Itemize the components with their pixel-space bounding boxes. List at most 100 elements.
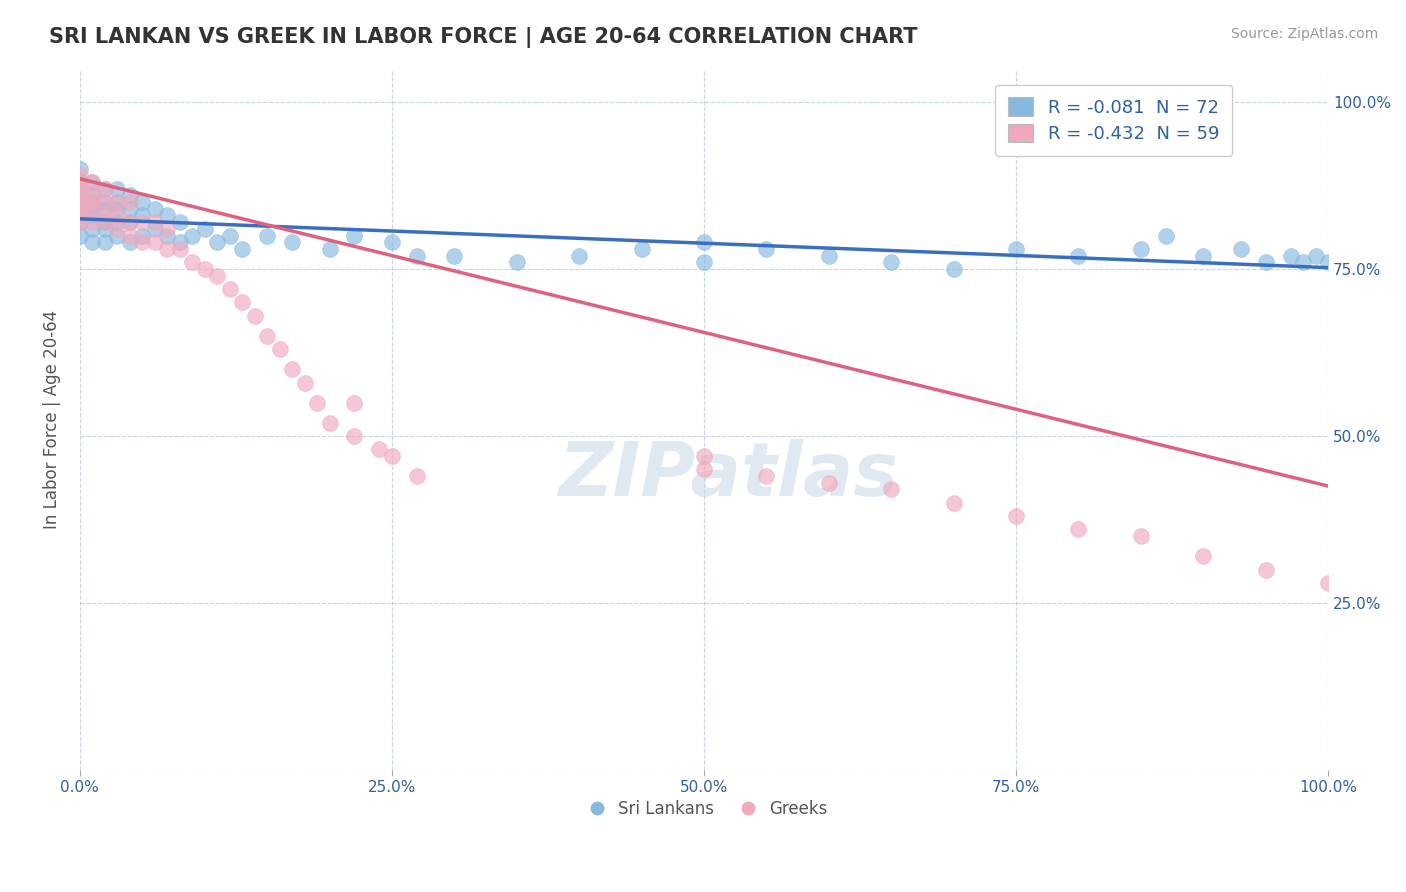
Point	[131, 209, 153, 223]
Point	[69, 175, 91, 189]
Point	[69, 169, 91, 183]
Point	[1254, 563, 1277, 577]
Point	[82, 222, 104, 236]
Point	[343, 395, 366, 409]
Point	[94, 209, 117, 223]
Point	[218, 228, 240, 243]
Point	[942, 262, 965, 277]
Point	[942, 496, 965, 510]
Point	[105, 209, 128, 223]
Point	[118, 188, 141, 202]
Point	[94, 195, 117, 210]
Point	[94, 182, 117, 196]
Point	[94, 235, 117, 250]
Point	[630, 242, 652, 256]
Point	[94, 215, 117, 229]
Point	[1305, 249, 1327, 263]
Legend: Sri Lankans, Greeks: Sri Lankans, Greeks	[574, 794, 835, 825]
Point	[205, 235, 228, 250]
Point	[82, 209, 104, 223]
Point	[143, 222, 166, 236]
Point	[693, 462, 716, 476]
Point	[131, 228, 153, 243]
Point	[105, 215, 128, 229]
Text: SRI LANKAN VS GREEK IN LABOR FORCE | AGE 20-64 CORRELATION CHART: SRI LANKAN VS GREEK IN LABOR FORCE | AGE…	[49, 27, 918, 48]
Point	[305, 395, 328, 409]
Point	[1129, 242, 1152, 256]
Point	[94, 215, 117, 229]
Point	[94, 195, 117, 210]
Text: ZIPatlas: ZIPatlas	[560, 439, 898, 512]
Point	[318, 416, 340, 430]
Point	[343, 429, 366, 443]
Point	[1317, 255, 1340, 269]
Point	[69, 175, 91, 189]
Point	[82, 195, 104, 210]
Point	[1292, 255, 1315, 269]
Point	[817, 475, 839, 490]
Point	[169, 235, 191, 250]
Point	[82, 215, 104, 229]
Point	[281, 235, 304, 250]
Point	[243, 309, 266, 323]
Point	[880, 483, 903, 497]
Point	[94, 222, 117, 236]
Point	[69, 161, 91, 176]
Point	[69, 195, 91, 210]
Point	[94, 182, 117, 196]
Point	[755, 469, 778, 483]
Text: Source: ZipAtlas.com: Source: ZipAtlas.com	[1230, 27, 1378, 41]
Point	[1129, 529, 1152, 543]
Point	[118, 202, 141, 216]
Point	[69, 188, 91, 202]
Point	[82, 175, 104, 189]
Point	[693, 255, 716, 269]
Point	[568, 249, 591, 263]
Point	[256, 228, 278, 243]
Point	[82, 195, 104, 210]
Point	[143, 235, 166, 250]
Point	[443, 249, 465, 263]
Point	[69, 195, 91, 210]
Point	[105, 228, 128, 243]
Point	[817, 249, 839, 263]
Point	[82, 202, 104, 216]
Point	[131, 235, 153, 250]
Point	[181, 255, 204, 269]
Point	[1005, 242, 1028, 256]
Point	[368, 442, 391, 457]
Point	[1254, 255, 1277, 269]
Point	[69, 202, 91, 216]
Point	[231, 295, 253, 310]
Point	[1192, 549, 1215, 564]
Point	[82, 188, 104, 202]
Point	[294, 376, 316, 390]
Point	[880, 255, 903, 269]
Point	[1005, 509, 1028, 524]
Point	[82, 175, 104, 189]
Point	[1229, 242, 1251, 256]
Point	[118, 228, 141, 243]
Point	[118, 215, 141, 229]
Point	[69, 202, 91, 216]
Point	[1279, 249, 1302, 263]
Point	[69, 215, 91, 229]
Point	[156, 228, 179, 243]
Point	[69, 182, 91, 196]
Point	[69, 228, 91, 243]
Point	[118, 235, 141, 250]
Point	[69, 188, 91, 202]
Point	[69, 182, 91, 196]
Point	[169, 215, 191, 229]
Point	[693, 449, 716, 463]
Point	[156, 242, 179, 256]
Point	[69, 209, 91, 223]
Point	[1192, 249, 1215, 263]
Point	[205, 268, 228, 283]
Point	[94, 202, 117, 216]
Point	[381, 235, 404, 250]
Point	[82, 202, 104, 216]
Point	[105, 222, 128, 236]
Point	[82, 188, 104, 202]
Point	[105, 195, 128, 210]
